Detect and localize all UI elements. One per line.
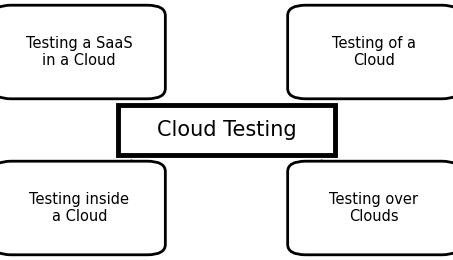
FancyBboxPatch shape — [288, 5, 453, 99]
FancyBboxPatch shape — [0, 5, 165, 99]
FancyBboxPatch shape — [0, 161, 165, 255]
Text: Testing a SaaS
in a Cloud: Testing a SaaS in a Cloud — [26, 36, 133, 68]
FancyBboxPatch shape — [118, 105, 335, 155]
Text: Testing over
Clouds: Testing over Clouds — [329, 192, 418, 224]
Text: Testing inside
a Cloud: Testing inside a Cloud — [29, 192, 129, 224]
Text: Cloud Testing: Cloud Testing — [157, 120, 296, 140]
FancyBboxPatch shape — [288, 161, 453, 255]
Text: Testing of a
Cloud: Testing of a Cloud — [332, 36, 416, 68]
